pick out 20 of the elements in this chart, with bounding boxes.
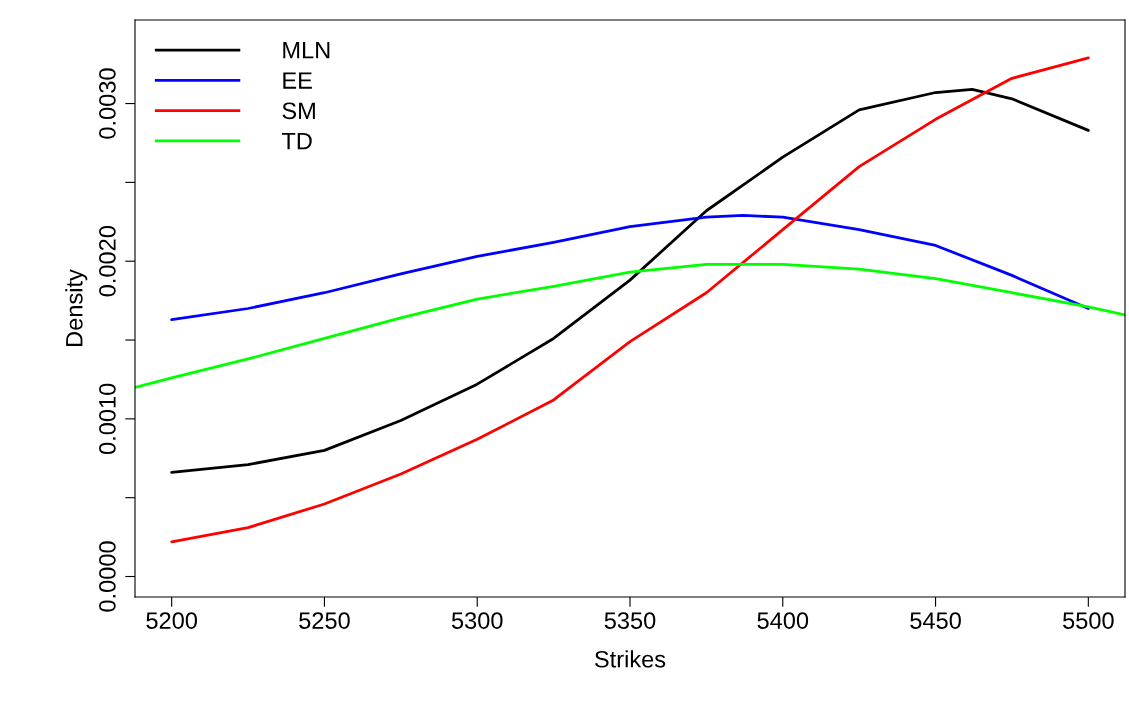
legend-label: EE (283, 72, 312, 89)
y-tick-label: 0.0020 (99, 226, 116, 297)
y-axis-title: Density (65, 269, 88, 346)
x-tick-label: 5300 (451, 612, 503, 629)
legend-label: TD (281, 132, 312, 150)
x-tick-label: 5250 (299, 612, 350, 629)
y-tick-label: 0.0000 (99, 541, 116, 612)
line-series (170, 87, 1090, 474)
x-tick-label: 5450 (910, 612, 961, 629)
line-series (170, 214, 1090, 321)
x-axis-title: Strikes (594, 650, 666, 668)
y-tick-label: 0.0030 (99, 68, 116, 139)
x-tick-label: 5500 (1063, 612, 1114, 629)
legend-label: SM (282, 102, 315, 120)
x-tick-label: 5400 (757, 612, 809, 629)
x-tick-label: 5350 (604, 612, 656, 629)
x-tick-label: 5200 (146, 612, 198, 629)
legend-label: MLN (283, 42, 330, 59)
line-series (135, 262, 1125, 389)
y-tick-label: 0.0010 (99, 383, 116, 455)
